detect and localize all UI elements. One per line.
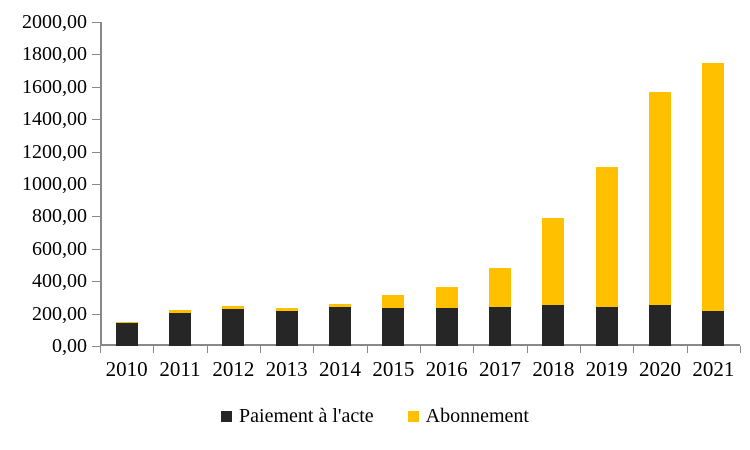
legend-marker-icon [407, 410, 419, 422]
bar-segment-abonnement-2019 [596, 167, 618, 308]
x-axis-tick [367, 346, 368, 353]
x-axis-category-label: 2019 [585, 357, 628, 381]
x-axis-tick [687, 346, 688, 353]
y-axis-tick [92, 22, 100, 23]
x-axis-category-label: 2012 [212, 357, 255, 381]
legend-item-abonnement: Abonnement [407, 405, 529, 427]
bar-segment-paiement-2019 [596, 307, 618, 346]
x-axis-tick [313, 346, 314, 353]
x-axis-tick [527, 346, 528, 353]
x-axis-tick [100, 346, 101, 353]
y-axis-tick-label: 400,00 [32, 270, 87, 293]
bar-segment-abonnement-2018 [542, 218, 564, 305]
y-axis-tick-label: 1400,00 [22, 108, 87, 131]
chart-legend: Paiement à l'acte Abonnement [0, 402, 750, 430]
x-axis-category-label: 2010 [105, 357, 148, 381]
y-axis-tick-label: 2000,00 [22, 11, 87, 33]
y-axis-tick [92, 249, 100, 250]
bar-segment-paiement-2018 [542, 304, 564, 346]
bar-segment-abonnement-2020 [649, 92, 671, 305]
bar-segment-abonnement-2021 [702, 63, 724, 312]
x-axis-tick [740, 346, 741, 353]
bar-segment-abonnement-2011 [169, 310, 191, 313]
x-axis-tick [633, 346, 634, 353]
bar-segment-abonnement-2016 [436, 286, 458, 309]
x-axis-tick [580, 346, 581, 353]
x-axis-category-label: 2017 [478, 357, 521, 381]
bar-segment-paiement-2012 [222, 309, 244, 346]
bar-segment-abonnement-2017 [489, 267, 511, 308]
y-axis-tick [92, 314, 100, 315]
x-axis-category-label: 2021 [692, 357, 735, 381]
legend-label: Abonnement [425, 405, 529, 427]
bar-segment-paiement-2011 [169, 312, 191, 346]
y-axis-tick-label: 200,00 [32, 302, 87, 325]
x-axis-tick [260, 346, 261, 353]
bar-segment-paiement-2016 [436, 308, 458, 346]
bar-segment-paiement-2013 [276, 311, 298, 346]
bar-segment-abonnement-2012 [222, 305, 244, 310]
y-axis-tick [92, 54, 100, 55]
legend-item-paiement: Paiement à l'acte [221, 405, 374, 427]
x-axis-category-label: 2014 [318, 357, 361, 381]
y-axis-tick-label: 1800,00 [22, 43, 87, 66]
legend-marker-icon [221, 410, 233, 422]
y-axis-tick [92, 184, 100, 185]
legend-label: Paiement à l'acte [239, 405, 374, 427]
y-axis-tick-label: 0,00 [52, 335, 87, 357]
bar-segment-abonnement-2010 [116, 321, 138, 324]
bar-segment-paiement-2014 [329, 307, 351, 346]
x-axis-tick [420, 346, 421, 353]
bar-segment-abonnement-2015 [382, 294, 404, 309]
plot-area [100, 22, 740, 346]
y-axis-tick [92, 281, 100, 282]
y-axis-tick [92, 119, 100, 120]
bar-segment-abonnement-2014 [329, 304, 351, 308]
x-axis-category-label: 2018 [532, 357, 575, 381]
bar-segment-paiement-2017 [489, 307, 511, 346]
x-axis-category-label: 2015 [372, 357, 415, 381]
bar-segment-paiement-2010 [116, 323, 138, 346]
x-axis-tick [153, 346, 154, 353]
y-axis-tick [92, 87, 100, 88]
bar-segment-paiement-2020 [649, 304, 671, 346]
y-axis-tick-label: 600,00 [32, 237, 87, 260]
x-axis-category-label: 2011 [159, 357, 201, 381]
bar-segment-paiement-2015 [382, 308, 404, 346]
x-axis-tick [473, 346, 474, 353]
x-axis-category-label: 2016 [425, 357, 468, 381]
x-axis-category-label: 2020 [638, 357, 681, 381]
y-axis-tick-label: 1200,00 [22, 140, 87, 163]
y-axis-tick-label: 1000,00 [22, 173, 87, 195]
y-axis-tick-label: 800,00 [32, 205, 87, 228]
x-axis-category-label: 2013 [265, 357, 308, 381]
y-axis-tick [92, 346, 100, 347]
y-axis-tick-label: 1600,00 [22, 75, 87, 98]
y-axis-tick [92, 216, 100, 217]
y-axis-tick [92, 152, 100, 153]
x-axis-tick [207, 346, 208, 353]
bar-segment-paiement-2021 [702, 311, 724, 346]
bar-segment-abonnement-2013 [276, 307, 298, 312]
